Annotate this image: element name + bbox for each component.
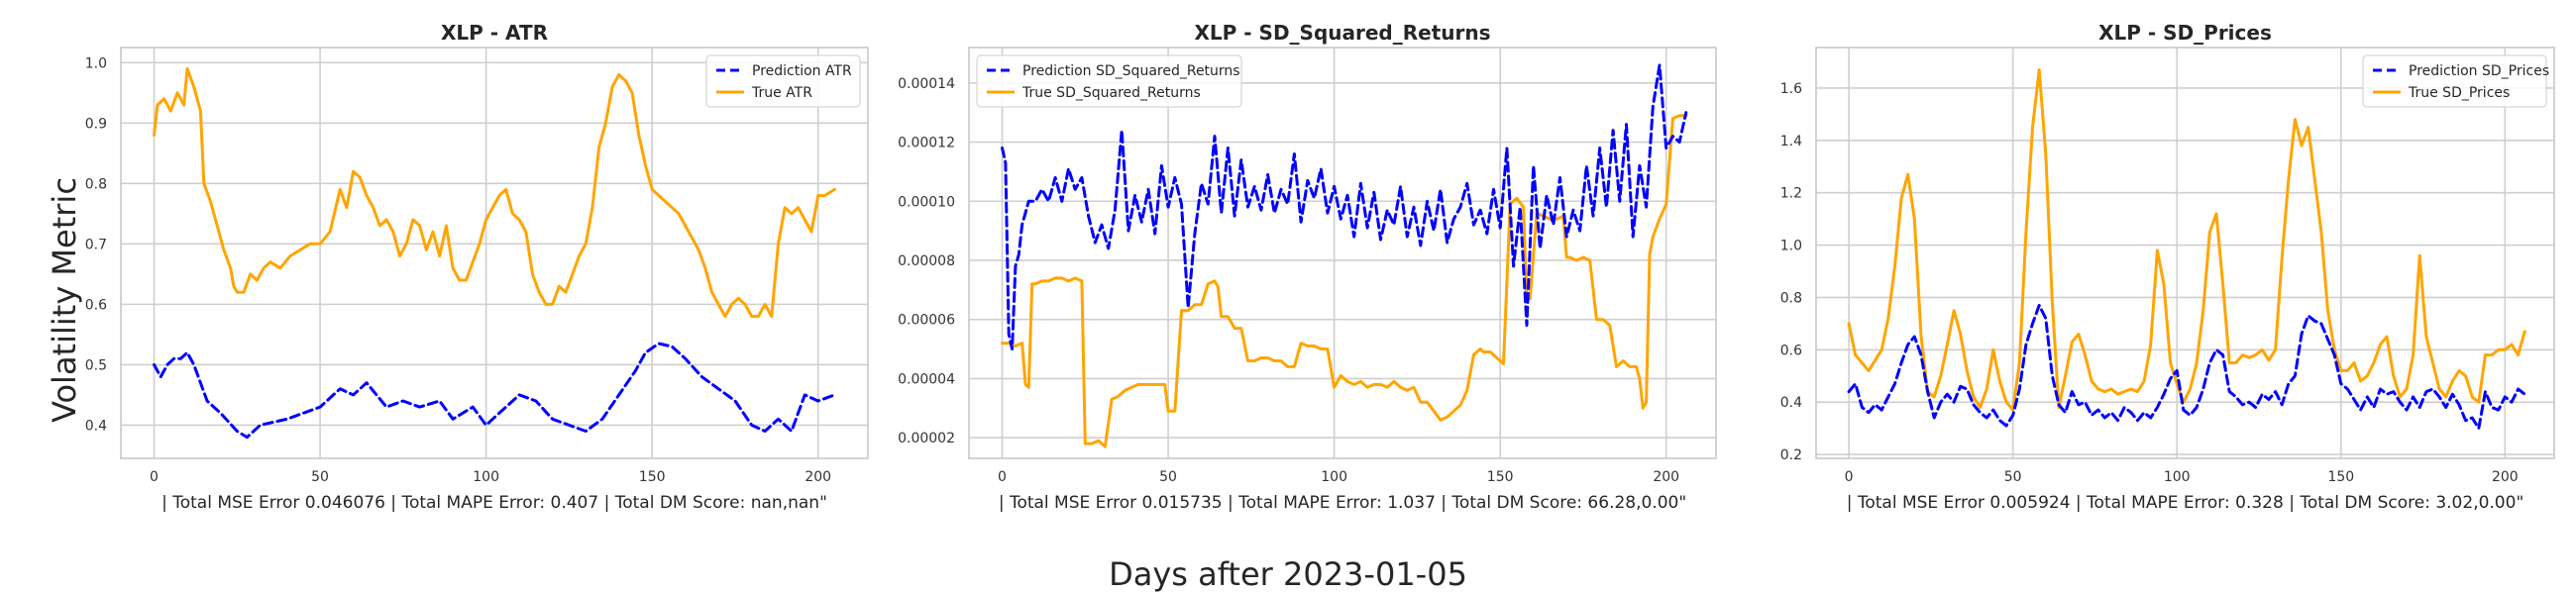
x-tick-label: 100 — [473, 469, 499, 485]
y-tick-label: 1.2 — [1780, 186, 1802, 202]
legend-label: Prediction ATR — [752, 63, 852, 79]
figure-xlabel: Days after 2023-01-05 — [1109, 555, 1467, 593]
y-tick-label: 1.0 — [85, 55, 107, 71]
legend-box — [705, 54, 861, 108]
series-line-true — [1847, 68, 2526, 412]
y-tick-label: 0.00008 — [898, 253, 955, 269]
x-tick-label: 150 — [1487, 469, 1514, 485]
y-tick-label: 0.00014 — [898, 76, 955, 92]
legend-label: Prediction SD_Squared_Returns — [1022, 63, 1240, 79]
x-tick-label: 200 — [2492, 469, 2519, 485]
series-line-prediction — [1001, 63, 1688, 350]
legend: Prediction SD_Prices True SD_Prices — [2362, 54, 2549, 108]
legend-label: True SD_Squared_Returns — [1021, 85, 1201, 101]
plot-frame — [968, 47, 1717, 459]
series-line-prediction — [153, 342, 836, 440]
chart-title: XLP - SD_Squared_Returns — [1194, 21, 1490, 45]
plot-frame — [120, 47, 869, 459]
chart-title: XLP - ATR — [441, 21, 548, 45]
x-tick-label: 50 — [311, 469, 329, 485]
legend: Prediction ATR True ATR — [705, 54, 861, 108]
y-tick-label: 1.4 — [1780, 134, 1802, 149]
x-tick-label: 200 — [805, 469, 831, 485]
y-tick-label: 0.00010 — [898, 194, 955, 210]
y-tick-label: 0.00006 — [898, 313, 955, 329]
legend-label: Prediction SD_Prices — [2409, 63, 2549, 79]
chart-panels: 0 50 100 150 200 0.4 0.5 0.6 0.7 0.8 0.9 1.0 XLP - A… — [85, 21, 2555, 513]
legend-label: True SD_Prices — [2408, 85, 2510, 101]
x-tick-label: 50 — [2004, 469, 2022, 485]
x-axis-label: | Total MSE Error 0.005924 | Total MAPE … — [1847, 493, 2524, 513]
y-tick-label: 0.9 — [85, 116, 107, 132]
x-tick-label: 0 — [1845, 469, 1854, 485]
y-tick-label: 0.6 — [85, 297, 107, 313]
y-tick-label: 0.4 — [85, 418, 107, 434]
legend-label: True ATR — [751, 85, 812, 101]
series-line-true — [1001, 114, 1688, 448]
y-tick-label: 0.8 — [85, 176, 107, 192]
chart-panel-3: 0 50 100 150 200 0.2 0.4 0.6 0.8 1.0 1.2 1.4 1.6 XLP … — [1780, 21, 2555, 513]
y-tick-label: 0.5 — [85, 357, 107, 373]
series-line-true — [153, 66, 836, 319]
x-tick-label: 100 — [1321, 469, 1347, 485]
chart-panel-2: 0 50 100 150 200 0.00002 0.00004 0.00006 0.00008… — [898, 21, 1717, 513]
y-tick-label: 0.00004 — [898, 371, 955, 387]
y-tick-label: 0.6 — [1780, 343, 1802, 358]
legend-box — [2362, 54, 2547, 108]
plot-frame — [1815, 47, 2555, 459]
legend: Prediction SD_Squared_Returns True SD_Squ… — [976, 54, 1242, 108]
y-tick-label: 1.6 — [1780, 81, 1802, 97]
y-tick-label: 0.4 — [1780, 395, 1802, 411]
x-tick-label: 150 — [639, 469, 666, 485]
x-tick-label: 200 — [1653, 469, 1679, 485]
x-axis-label: | Total MSE Error 0.046076 | Total MAPE … — [161, 493, 827, 513]
x-tick-label: 0 — [998, 469, 1007, 485]
legend-box — [976, 54, 1242, 108]
x-tick-label: 0 — [150, 469, 159, 485]
y-tick-label: 0.8 — [1780, 290, 1802, 306]
series-line-prediction — [1847, 303, 2526, 431]
y-tick-label: 0.00012 — [898, 136, 955, 151]
x-axis-label: | Total MSE Error 0.015735 | Total MAPE … — [999, 493, 1686, 513]
x-tick-label: 50 — [1159, 469, 1177, 485]
y-tick-label: 0.7 — [85, 237, 107, 252]
y-tick-label: 1.0 — [1780, 239, 1802, 254]
y-tick-label: 0.2 — [1780, 447, 1802, 463]
chart-title: XLP - SD_Prices — [2098, 21, 2272, 45]
x-tick-label: 150 — [2327, 469, 2354, 485]
y-tick-label: 0.00002 — [898, 431, 955, 446]
x-tick-label: 100 — [2164, 469, 2191, 485]
figure-ylabel: Volatility Metric — [46, 177, 83, 423]
chart-panel-1: 0 50 100 150 200 0.4 0.5 0.6 0.7 0.8 0.9 1.0 XLP - A… — [85, 21, 869, 513]
